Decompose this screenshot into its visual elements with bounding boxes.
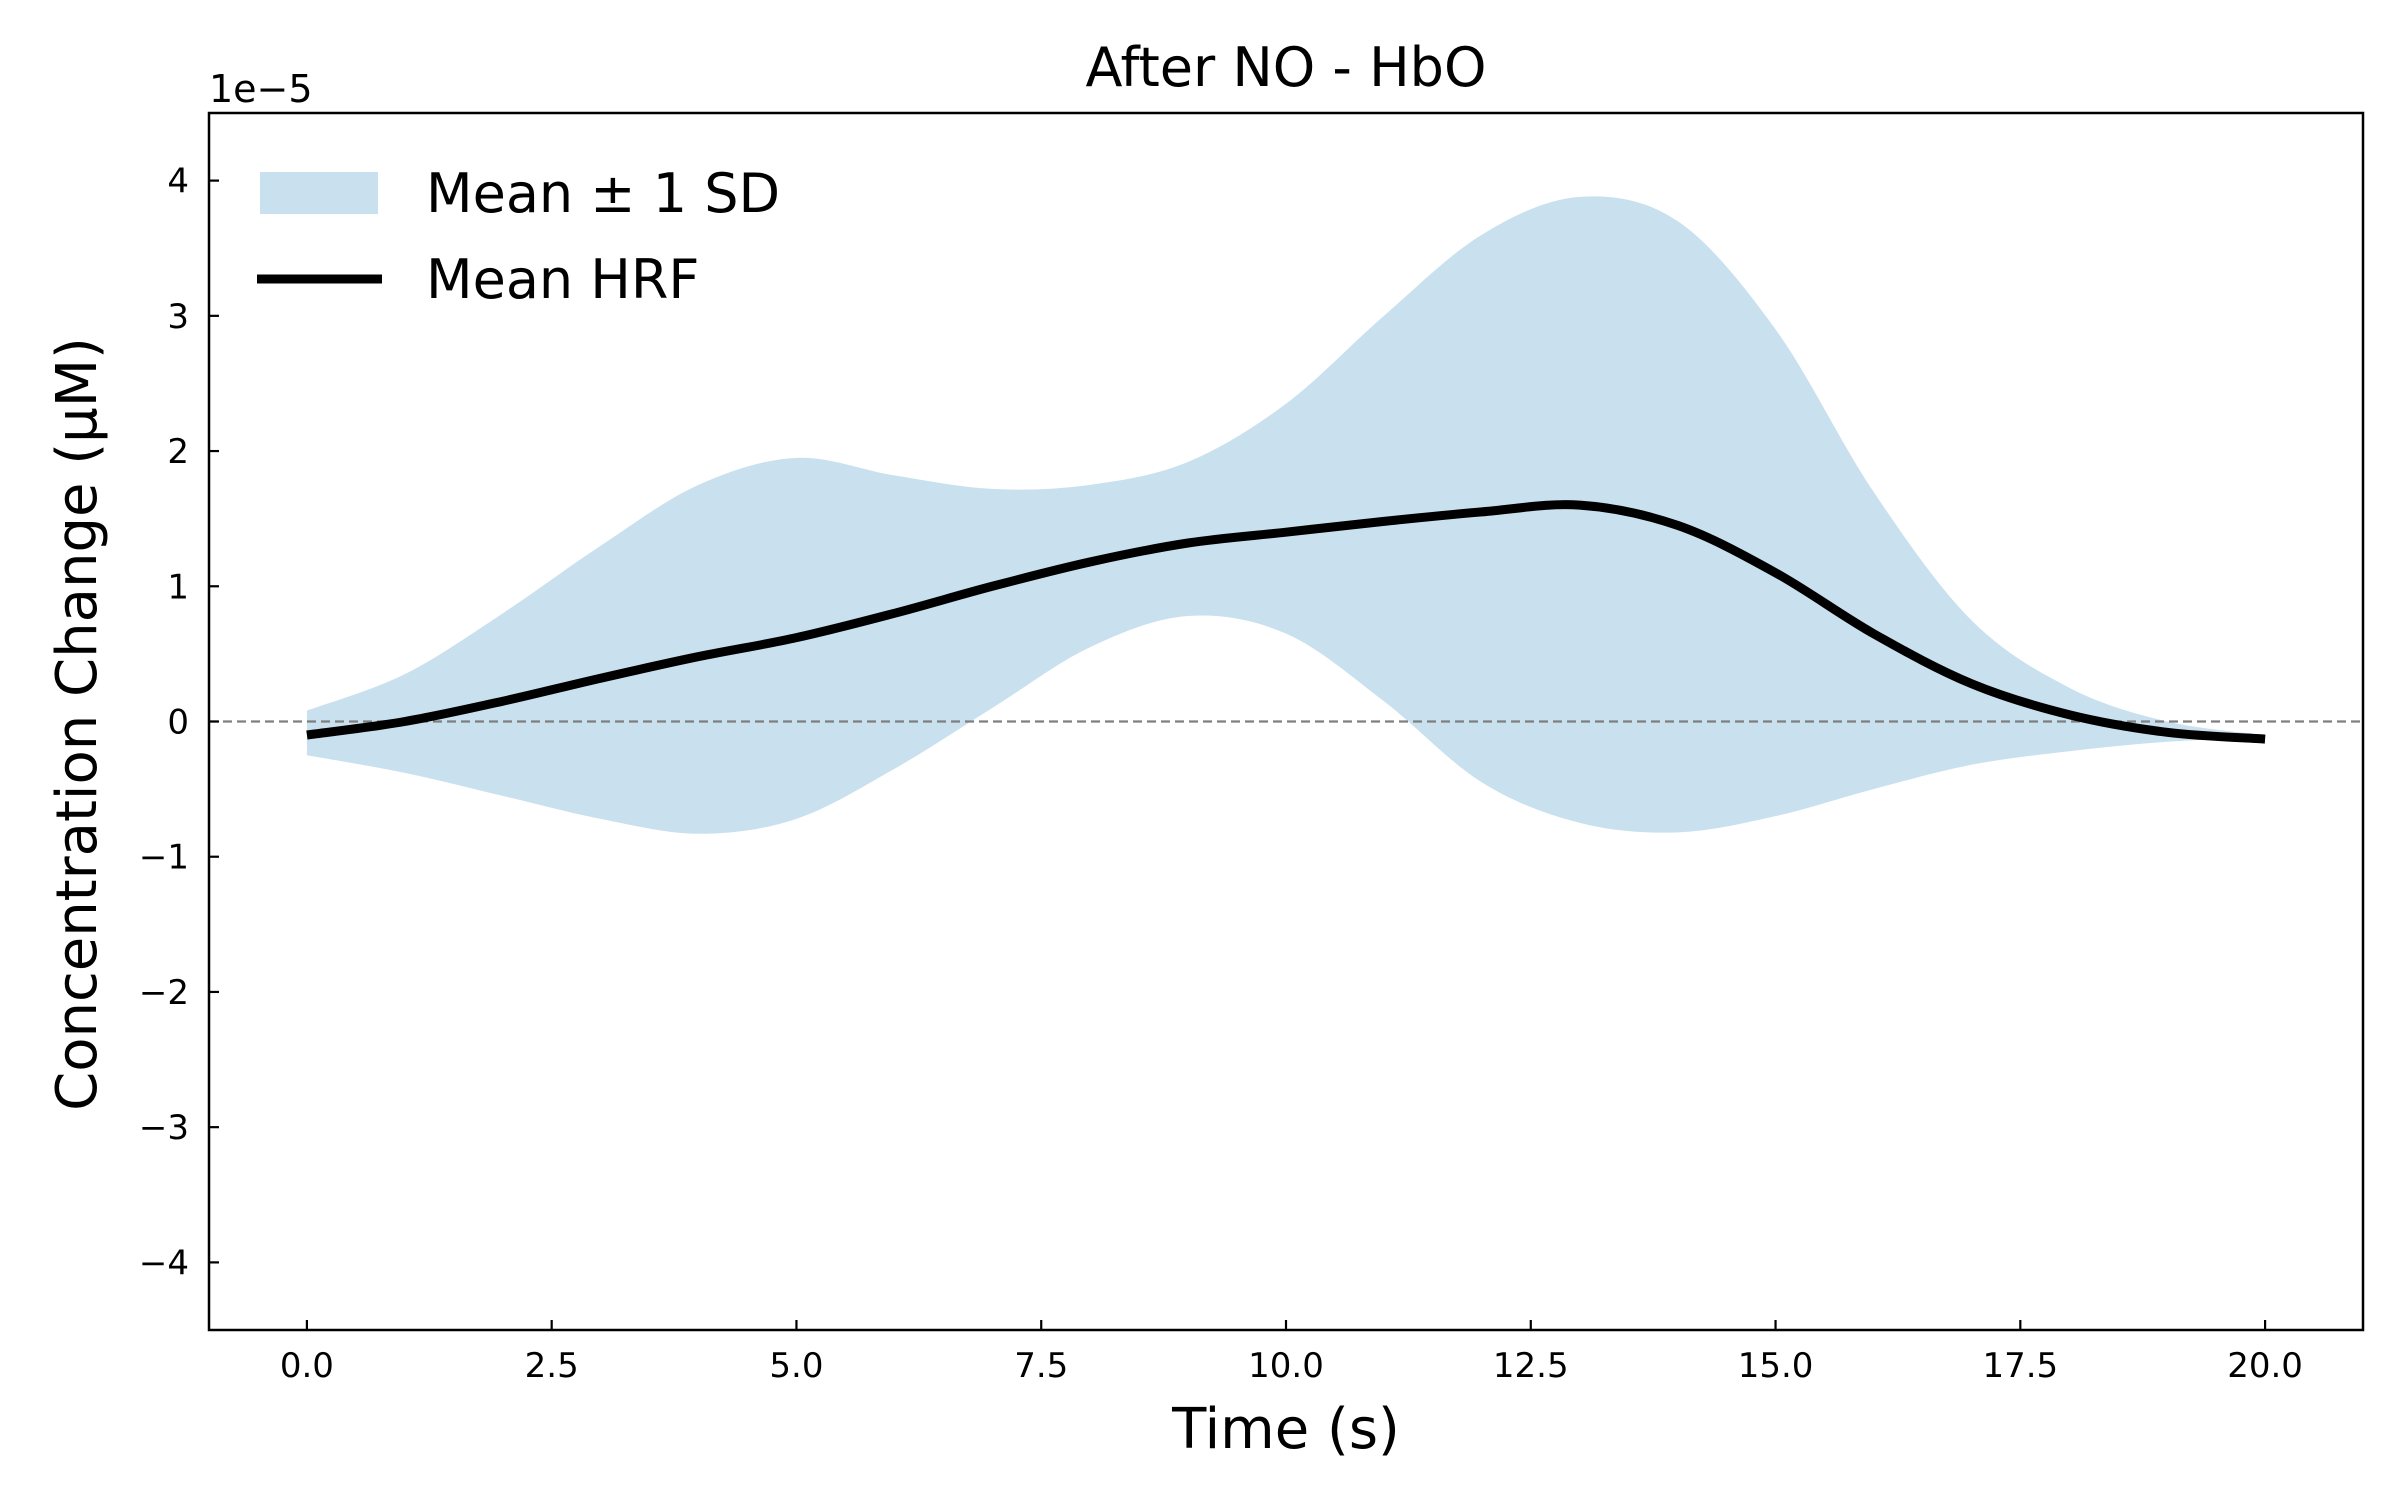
x-tick-label: 2.5	[525, 1346, 579, 1386]
y-tick-label: 1	[167, 567, 189, 607]
y-tick-label: 2	[167, 432, 189, 472]
y-tick-label: −4	[139, 1243, 189, 1283]
chart-title: After NO - HbO	[1086, 36, 1487, 99]
y-tick-label: 3	[167, 297, 189, 337]
legend-label-band: Mean ± 1 SD	[426, 162, 780, 225]
sd-band	[306, 196, 2266, 834]
legend: Mean ± 1 SD Mean HRF	[257, 162, 780, 311]
x-tick-label: 10.0	[1248, 1346, 1324, 1386]
y-axis-offset-label: 1e−5	[209, 67, 313, 111]
mean-hrf-line	[306, 500, 2266, 744]
y-tick-label: −2	[139, 973, 189, 1013]
x-tick-label: 20.0	[2227, 1346, 2303, 1386]
x-tick-label: 12.5	[1493, 1346, 1569, 1386]
y-tick-label: −1	[139, 838, 189, 878]
x-tick-label: 0.0	[280, 1346, 334, 1386]
y-tick-label: 0	[167, 703, 189, 743]
x-tick-label: 7.5	[1014, 1346, 1068, 1386]
x-tick-label: 15.0	[1738, 1346, 1814, 1386]
y-tick-label: −3	[139, 1108, 189, 1148]
legend-label-mean: Mean HRF	[426, 248, 699, 311]
legend-swatch-band	[260, 172, 378, 214]
x-axis-title: Time (s)	[1171, 1397, 1400, 1462]
plot-area	[209, 196, 2363, 834]
y-tick-label: 4	[167, 162, 189, 202]
y-axis-title: Concentration Change (μM)	[45, 337, 110, 1111]
axes: 0.0 2.5 5.0 7.5 10.0 12.5 15.0 17.5 20.0 −4 −3 −2 −1…	[139, 111, 2365, 1386]
x-tick-label: 5.0	[769, 1346, 823, 1386]
x-tick-label: 17.5	[1982, 1346, 2058, 1386]
